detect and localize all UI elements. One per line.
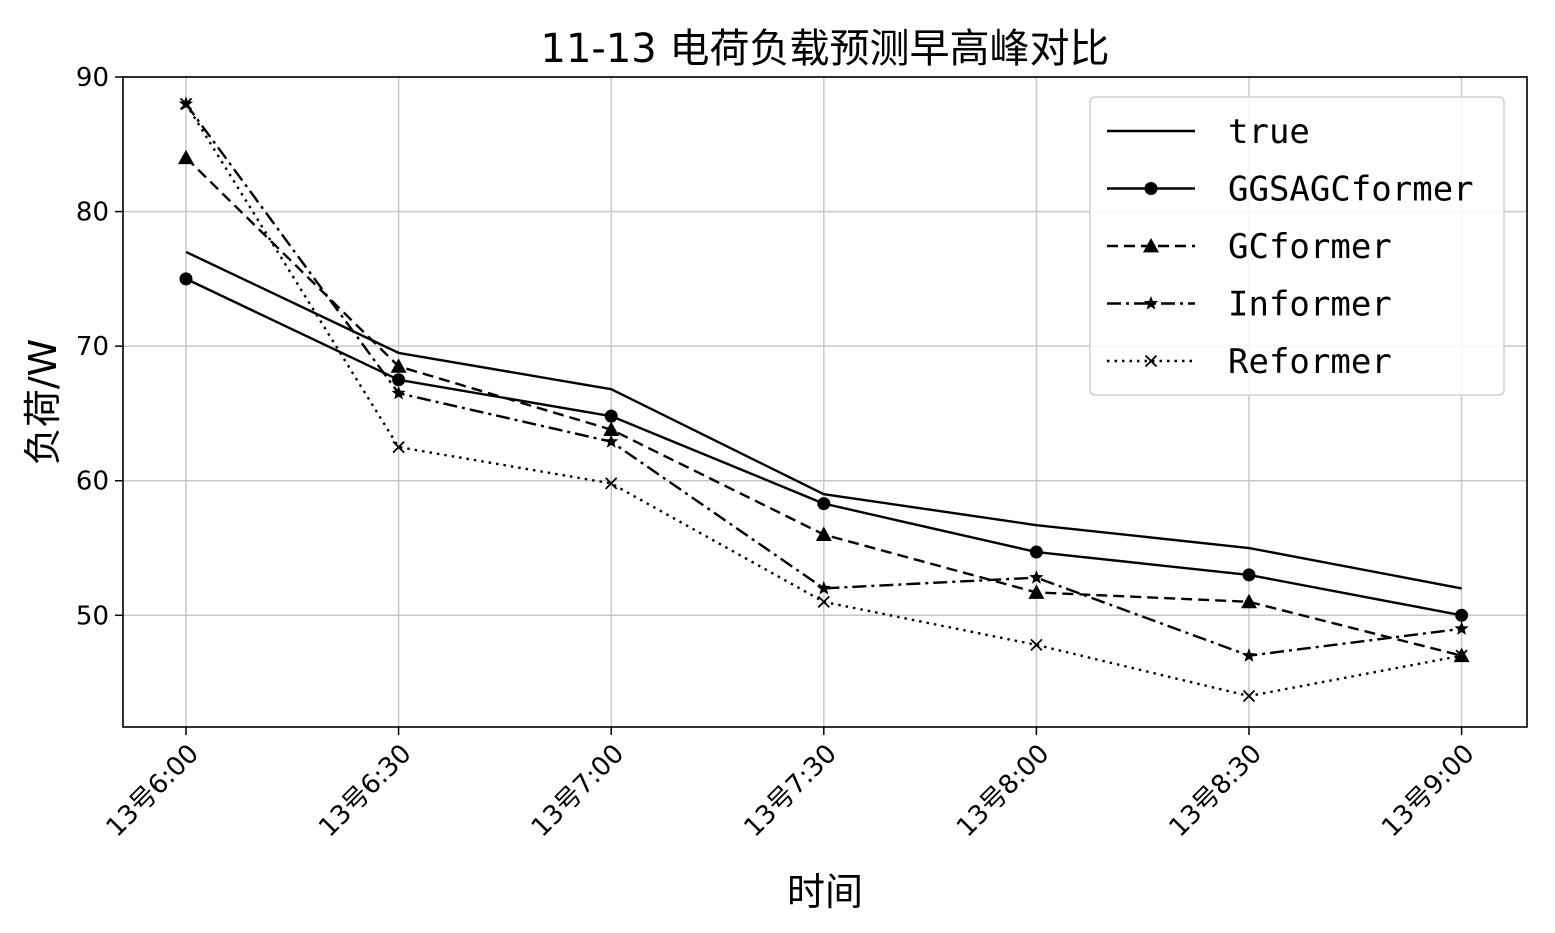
y-axis-label: 负荷/W — [21, 339, 65, 465]
y-tick-label: 90 — [76, 63, 109, 93]
point-gcformer — [1241, 593, 1257, 609]
plot-frame — [122, 76, 1528, 728]
point-ggsagcformer — [604, 409, 618, 423]
x-tick-label: 13号8:30 — [1164, 739, 1268, 843]
point-reformer — [605, 477, 618, 490]
point-ggsagcformer — [817, 497, 831, 511]
x-tick-label: 13号8:00 — [951, 739, 1055, 843]
point-reformer — [179, 97, 193, 111]
point-ggsagcformer — [392, 373, 406, 387]
point-ggsagcformer — [179, 272, 193, 286]
point-reformer — [1455, 649, 1468, 662]
point-gcformer — [1028, 584, 1045, 599]
point-ggsagcformer — [1455, 608, 1469, 622]
point-informer — [816, 580, 831, 595]
legend-label-gcformer: GCformer — [1228, 227, 1392, 267]
x-tick-label: 13号6:00 — [101, 739, 205, 843]
legend-label-reformer: Reformer — [1228, 342, 1392, 382]
series-markers — [178, 96, 1470, 703]
point-informer — [604, 434, 619, 448]
x-tick-label: 13号9:00 — [1376, 739, 1480, 843]
series-line-true — [185, 250, 1462, 590]
point-informer — [1241, 648, 1257, 662]
chart-title: 11-13 电荷负载预测早高峰对比 — [541, 26, 1110, 72]
point-informer — [1454, 621, 1469, 635]
y-tick-label: 80 — [76, 198, 109, 228]
point-informer — [1029, 570, 1044, 584]
point-informer — [391, 385, 406, 400]
x-tick-label: 13号7:30 — [738, 739, 842, 843]
point-reformer — [392, 440, 405, 454]
legend-label-true: true — [1228, 112, 1310, 152]
y-tick-label: 60 — [76, 467, 109, 497]
point-gcformer — [603, 421, 620, 436]
point-gcformer — [178, 149, 194, 165]
point-reformer — [1030, 638, 1043, 652]
y-tick-label: 70 — [76, 332, 109, 362]
legend-marker-informer — [1143, 296, 1159, 310]
point-gcformer — [815, 526, 832, 541]
point-reformer — [1242, 689, 1256, 703]
x-tick-label: 13号6:30 — [313, 739, 417, 843]
y-tick-label: 50 — [76, 601, 109, 631]
legend-box — [1089, 96, 1505, 396]
point-ggsagcformer — [1029, 545, 1043, 559]
x-axis-label: 时间 — [787, 870, 863, 914]
point-ggsagcformer — [1242, 568, 1256, 582]
legend-marker-ggsagcformer — [1144, 182, 1158, 195]
point-gcformer — [390, 358, 407, 373]
legend-marker-reformer — [1144, 354, 1158, 368]
legend-marker-gcformer — [1143, 238, 1159, 253]
legend-label-informer: Informer — [1228, 285, 1392, 325]
legend-label-ggsagcformer: GGSAGCformer — [1228, 170, 1474, 210]
point-reformer — [817, 595, 830, 608]
x-tick-label: 13号7:00 — [526, 739, 630, 843]
legend: true GGSAGCformer GCformer Informer Reformer — [1089, 96, 1505, 396]
